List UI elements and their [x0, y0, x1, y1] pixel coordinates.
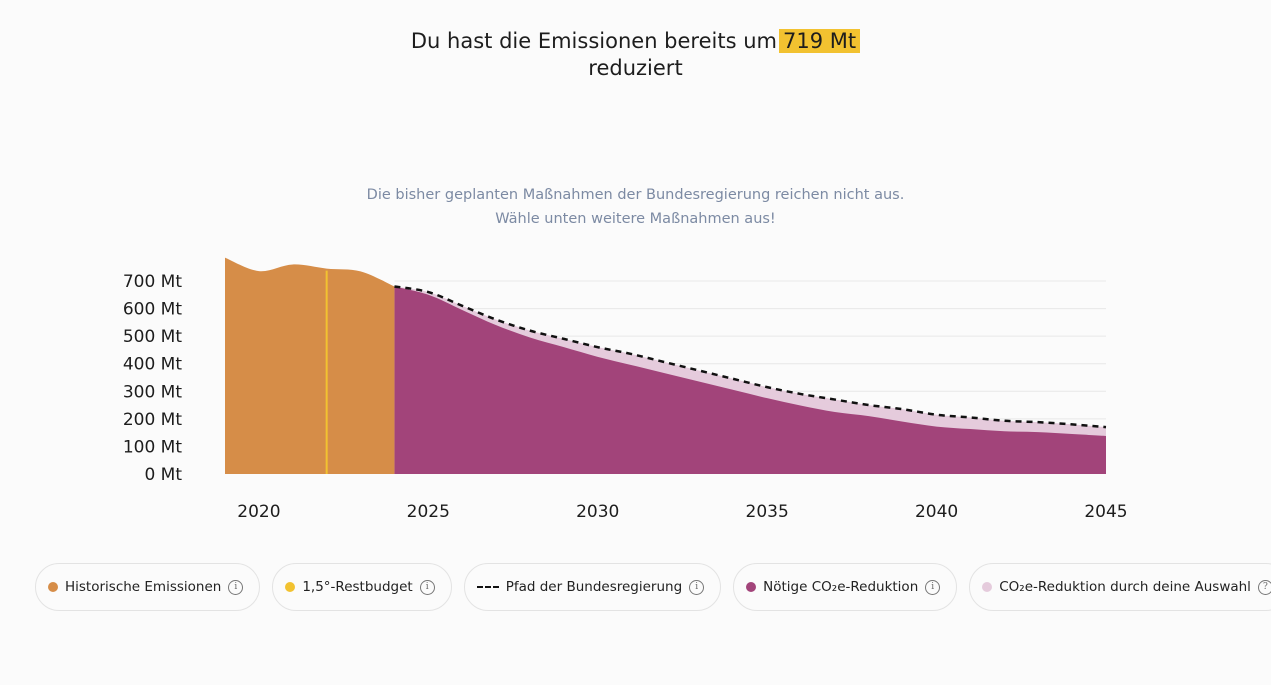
y-tick-label: 0 Mt: [144, 465, 182, 485]
subtitle-line-2: Wähle unten weitere Maßnahmen aus!: [495, 211, 776, 227]
subtitle-line-1: Die bisher geplanten Maßnahmen der Bunde…: [366, 187, 905, 203]
title-prefix: Du hast die Emissionen bereits um: [410, 29, 777, 53]
x-tick-label: 2020: [237, 502, 280, 522]
legend-your-selection[interactable]: CO₂e-Reduktion durch deine Auswahl ?: [969, 563, 1271, 611]
y-tick-label: 400 Mt: [123, 355, 183, 375]
info-icon[interactable]: i: [689, 579, 705, 595]
info-icon[interactable]: i: [419, 579, 435, 595]
x-tick-label: 2040: [915, 502, 958, 522]
legend-needed-reduction[interactable]: Nötige CO₂e-Reduktion i: [733, 563, 958, 611]
legend-label: 1,5°-Restbudget: [302, 579, 413, 595]
needed-dot-icon: [746, 582, 757, 592]
legend-historic[interactable]: Historische Emissionen i: [35, 563, 261, 611]
question-icon[interactable]: ?: [1257, 579, 1271, 595]
info-icon[interactable]: i: [925, 579, 941, 595]
government-path-line: [394, 285, 1107, 429]
x-tick-label: 2030: [576, 502, 619, 522]
y-tick-label: 100 Mt: [123, 437, 183, 457]
x-tick-label: 2035: [746, 502, 789, 522]
historic-dot-icon: [48, 582, 58, 592]
x-tick-label: 2025: [407, 502, 450, 522]
historic-emissions-area: [225, 257, 395, 474]
budget-dot-icon: [285, 582, 296, 592]
legend-budget[interactable]: 1,5°-Restbudget i: [272, 563, 452, 611]
page-title: Du hast die Emissionen bereits um 719 Mt …: [0, 28, 1271, 82]
info-icon[interactable]: i: [228, 579, 244, 595]
subtitle: Die bisher geplanten Maßnahmen der Bunde…: [0, 183, 1271, 231]
dashed-line-icon: [476, 586, 499, 588]
y-tick-label: 500 Mt: [123, 327, 183, 347]
needed-reduction-area: [394, 286, 1106, 474]
reduction-highlight: 719 Mt: [778, 29, 861, 53]
title-line-1: Du hast die Emissionen bereits um 719 Mt: [0, 28, 1271, 55]
x-tick-label: 2045: [1084, 502, 1127, 522]
title-suffix: reduziert: [588, 56, 683, 80]
legend-label: Pfad der Bundesregierung: [505, 579, 683, 595]
legend-label: CO₂e-Reduktion durch deine Auswahl: [999, 579, 1251, 595]
legend: Historische Emissionen i 1,5°-Restbudget…: [35, 563, 1271, 611]
y-tick-label: 600 Mt: [123, 300, 183, 320]
emissions-chart: 0 Mt 100 Mt 200 Mt 300 Mt 400 Mt 500 Mt 600 Mt…: [123, 257, 1128, 522]
legend-label: Nötige CO₂e-Reduktion: [763, 579, 919, 595]
legend-government-path[interactable]: Pfad der Bundesregierung i: [463, 563, 722, 611]
legend-label: Historische Emissionen: [65, 579, 222, 595]
y-tick-label: 300 Mt: [123, 382, 183, 402]
selection-dot-icon: [982, 582, 993, 592]
y-tick-label: 200 Mt: [123, 410, 183, 430]
y-tick-label: 700 Mt: [123, 272, 183, 292]
